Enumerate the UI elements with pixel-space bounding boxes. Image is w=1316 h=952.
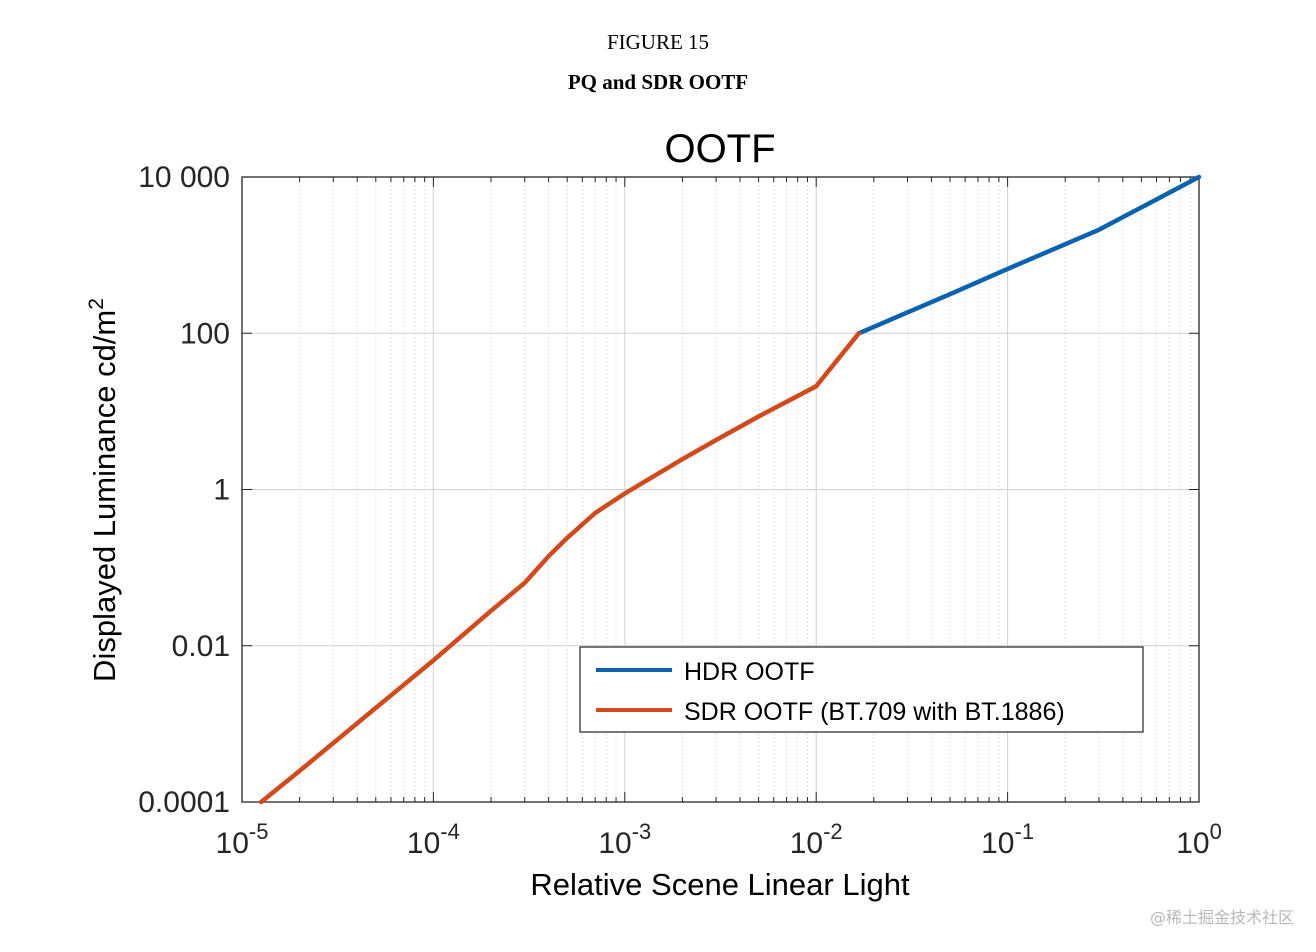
y-tick-label: 10 000: [138, 161, 230, 194]
series-line-sdr: [258, 331, 862, 805]
y-tick-label: 100: [180, 317, 230, 350]
watermark: @稀土掘金技术社区: [1149, 908, 1294, 927]
x-tick-label: 10-2: [790, 819, 843, 860]
chart-title: OOTF: [664, 127, 775, 171]
figure-caption: PQ and SDR OOTF: [567, 70, 749, 94]
legend-label-hdr: HDR OOTF: [684, 658, 815, 686]
x-axis-label: Relative Scene Linear Light: [530, 867, 910, 902]
y-tick-label: 0.0001: [138, 786, 230, 819]
y-tick-label: 1: [213, 474, 230, 507]
legend-box: [579, 646, 1144, 733]
x-tick-label: 100: [1176, 819, 1222, 860]
series: [258, 174, 1202, 805]
legend: HDR OOTF SDR OOTF (BT.709 with BT.1886): [579, 646, 1144, 733]
y-tick-label: 0.01: [172, 630, 230, 663]
x-tick-label: 10-1: [981, 819, 1034, 860]
axes: 10-5 10-4 10-3 10-2 10-1 100 0.0001 0.01 1 100 10 …: [138, 161, 1222, 860]
figure-number: FIGURE 15: [606, 30, 710, 54]
series-line-hdr: [856, 174, 1202, 336]
x-tick-label: 10-4: [407, 819, 460, 860]
x-tick-label: 10-3: [598, 819, 651, 860]
legend-label-sdr: SDR OOTF (BT.709 with BT.1886): [684, 698, 1065, 726]
x-tick-label: 10-5: [216, 819, 269, 860]
y-axis-label: Displayed Luminance cd/m2: [85, 298, 122, 682]
